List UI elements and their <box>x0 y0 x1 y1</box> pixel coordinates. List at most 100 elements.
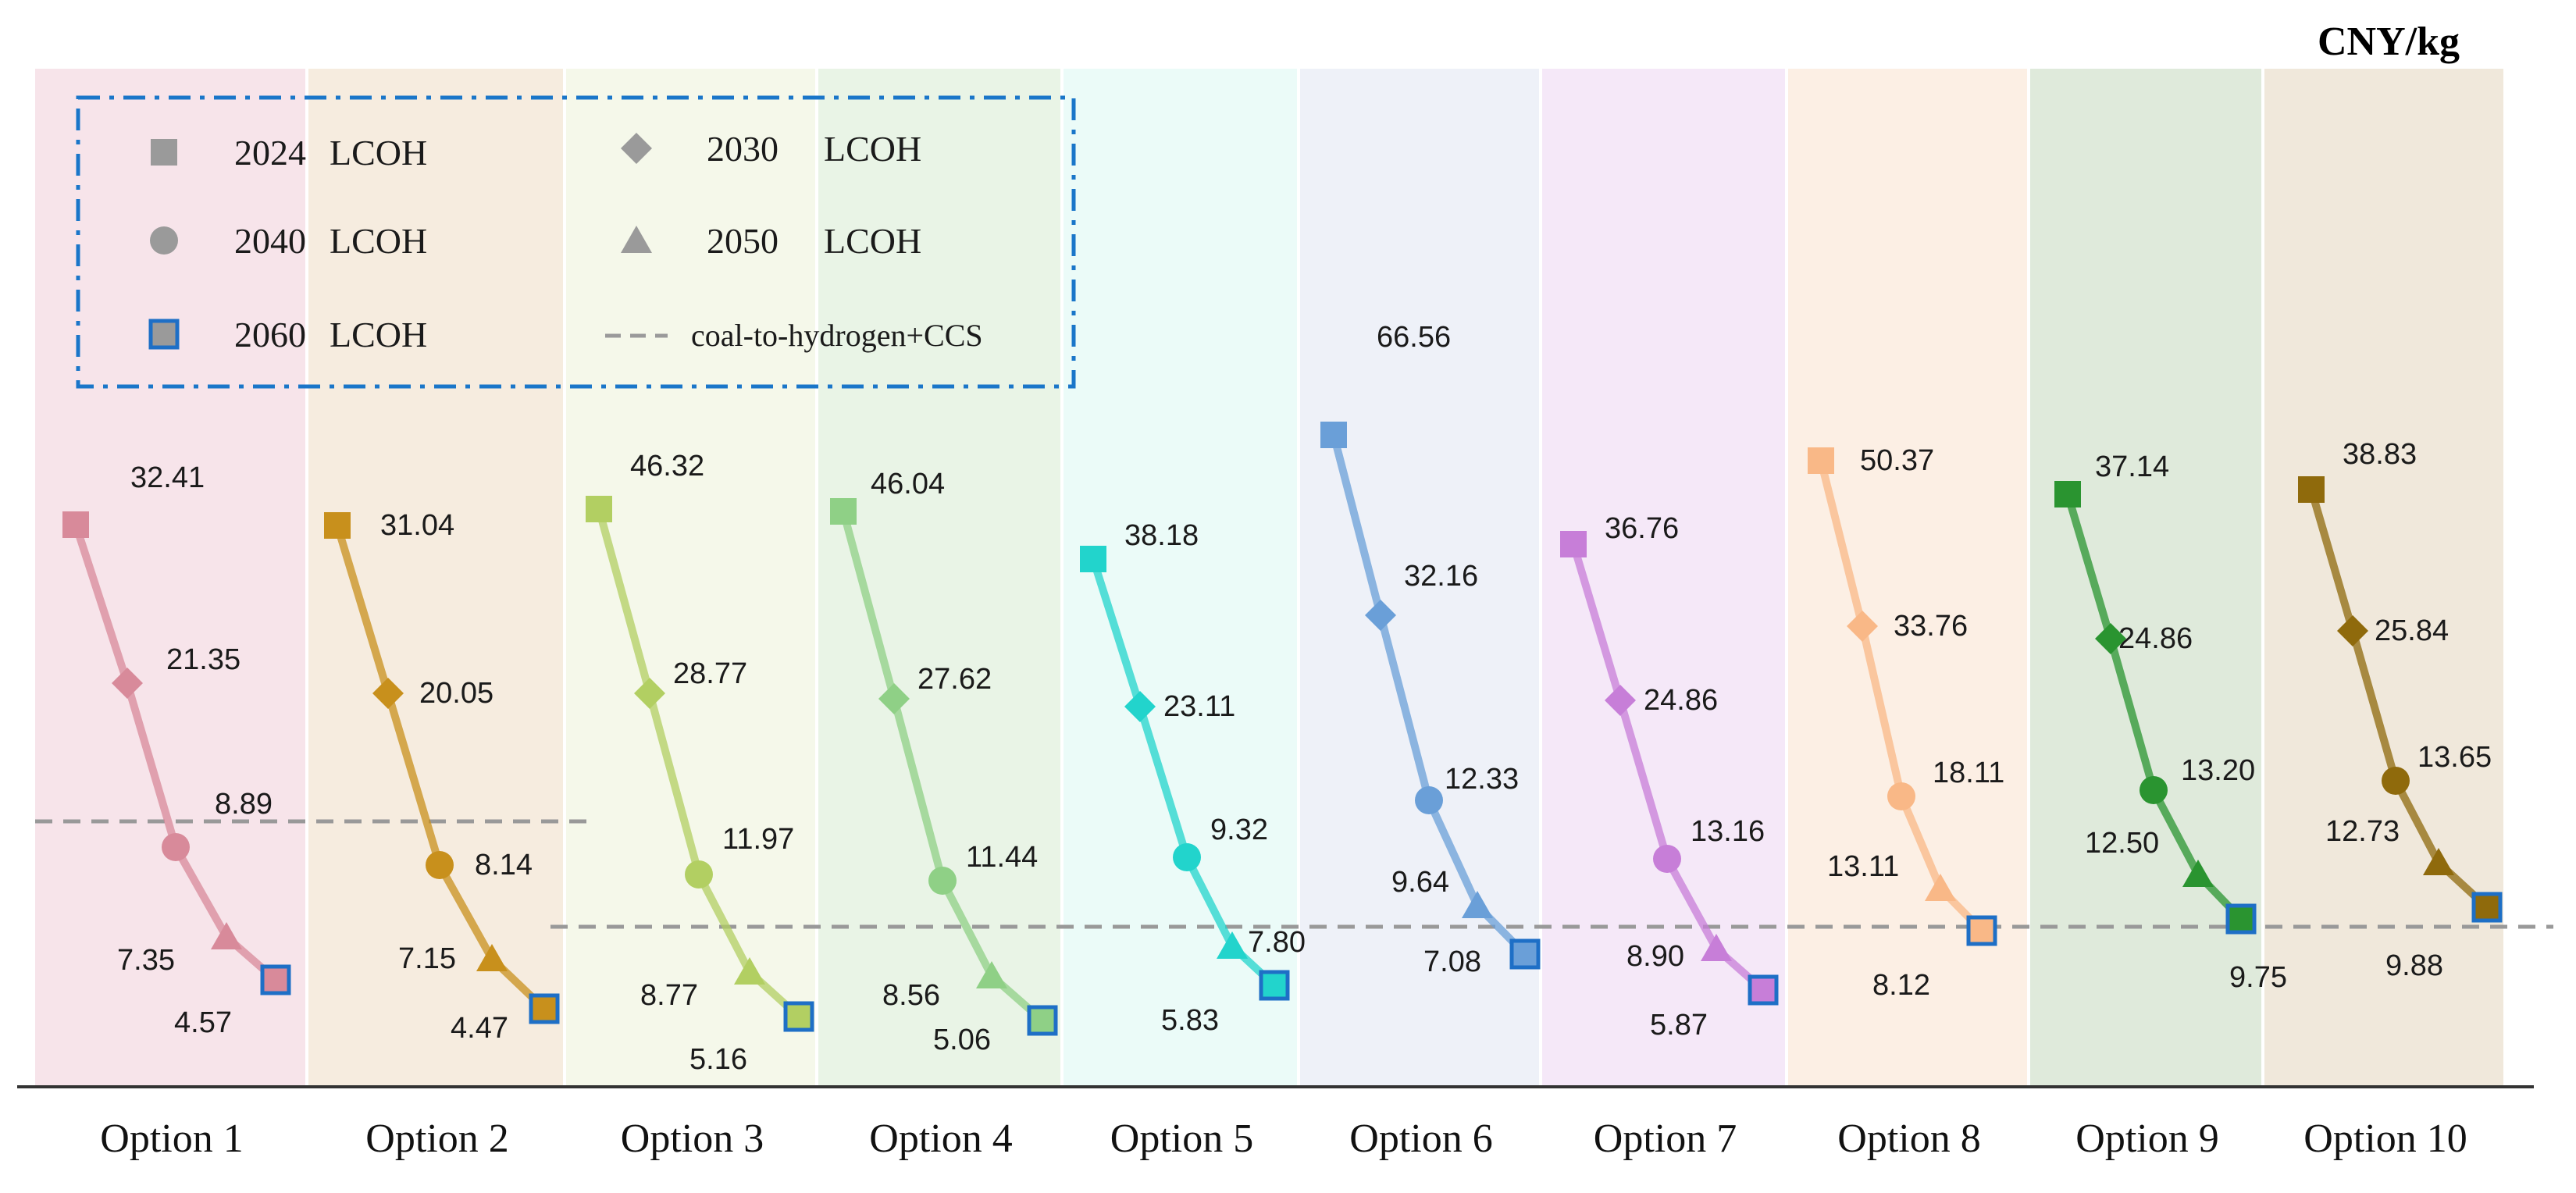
value-label-option-9-2024: 37.14 <box>2095 450 2169 483</box>
value-label-option-7-2050: 8.90 <box>1626 940 1684 973</box>
value-label-option-6-2040: 12.33 <box>1445 763 1519 796</box>
value-label-option-1-2050: 7.35 <box>117 944 175 977</box>
x-tick-label-option-1: Option 1 <box>100 1116 243 1161</box>
marker-option-10-2030 <box>2337 615 2368 646</box>
marker-option-4-2040 <box>928 867 957 895</box>
legend-marker-2060 <box>148 319 180 350</box>
x-tick-label-option-9: Option 9 <box>2075 1116 2218 1161</box>
band-option-7 <box>1542 69 1785 1085</box>
marker-option-8-2024 <box>1808 447 1834 474</box>
value-label-option-2-2040: 8.14 <box>475 849 533 881</box>
marker-option-6-2060 <box>1509 938 1541 970</box>
value-label-option-8-2040: 18.11 <box>1933 757 2004 789</box>
x-tick-label-option-3: Option 3 <box>621 1116 764 1161</box>
legend-label-2050: LCOH <box>824 221 921 261</box>
marker-option-5-2030 <box>1124 691 1156 722</box>
value-label-option-10-2060: 9.88 <box>2385 949 2443 982</box>
marker-option-1-2030 <box>112 668 143 699</box>
marker-option-2-2030 <box>372 678 404 709</box>
legend-label-2030: LCOH <box>824 129 921 169</box>
legend-year-2040: 2040 <box>234 221 306 261</box>
marker-option-3-2024 <box>586 496 612 522</box>
value-label-option-6-2060: 7.08 <box>1423 945 1481 978</box>
value-label-option-3-2060: 5.16 <box>689 1043 747 1076</box>
marker-option-7-2040 <box>1653 845 1681 873</box>
value-label-option-6-2050: 9.64 <box>1391 866 1449 899</box>
marker-option-10-2060 <box>2471 892 2503 923</box>
marker-option-2-2040 <box>426 851 454 879</box>
marker-option-8-2040 <box>1887 782 1915 810</box>
band-option-9 <box>2030 69 2261 1085</box>
value-label-option-3-2024: 46.32 <box>630 450 704 483</box>
value-label-option-10-2024: 38.83 <box>2343 438 2417 471</box>
value-label-option-3-2040: 11.97 <box>722 823 794 856</box>
value-label-option-8-2030: 33.76 <box>1894 610 1968 643</box>
legend-dashed-label: coal-to-hydrogen+CCS <box>691 318 983 353</box>
value-label-option-6-2024: 66.56 <box>1377 321 1451 354</box>
marker-option-7-2030 <box>1605 685 1636 716</box>
marker-option-3-2030 <box>634 678 665 709</box>
legend-marker-2024 <box>151 139 177 166</box>
marker-option-7-2050 <box>1701 934 1732 961</box>
marker-option-2-2050 <box>476 944 508 971</box>
marker-option-6-2040 <box>1415 786 1443 814</box>
x-tick-label-option-8: Option 8 <box>1837 1116 1980 1161</box>
value-label-option-7-2024: 36.76 <box>1605 512 1679 545</box>
value-label-option-4-2050: 8.56 <box>882 979 940 1012</box>
marker-option-4-2024 <box>830 498 857 525</box>
value-label-option-9-2050: 12.50 <box>2085 827 2159 860</box>
marker-option-5-2024 <box>1080 546 1106 572</box>
legend-marker-2030 <box>621 133 652 164</box>
marker-option-7-2024 <box>1560 531 1587 557</box>
value-label-option-8-2024: 50.37 <box>1860 444 1934 477</box>
marker-option-10-2050 <box>2423 848 2454 875</box>
x-tick-label-option-7: Option 7 <box>1594 1116 1737 1161</box>
marker-option-1-2040 <box>162 833 190 861</box>
marker-option-3-2060 <box>783 1001 814 1032</box>
value-label-option-5-2050: 7.80 <box>1248 926 1306 959</box>
value-label-option-4-2030: 27.62 <box>917 663 992 696</box>
legend-label-2024: LCOH <box>330 133 427 173</box>
marker-option-3-2040 <box>685 860 713 889</box>
value-label-option-7-2040: 13.16 <box>1691 815 1765 848</box>
value-label-option-8-2060: 8.12 <box>1872 969 1930 1002</box>
value-label-option-8-2050: 13.11 <box>1827 850 1899 883</box>
x-tick-label-option-10: Option 10 <box>2303 1116 2467 1161</box>
value-label-option-2-2060: 4.47 <box>451 1012 508 1045</box>
marker-option-5-2060 <box>1259 970 1290 1001</box>
legend-box <box>76 95 1076 389</box>
unit-label: CNY/kg <box>2318 20 2460 64</box>
band-option-10 <box>2264 69 2503 1085</box>
value-label-option-5-2024: 38.18 <box>1124 519 1199 552</box>
marker-option-4-2060 <box>1027 1005 1058 1036</box>
value-label-option-6-2030: 32.16 <box>1404 560 1478 593</box>
value-label-option-3-2050: 8.77 <box>640 979 698 1012</box>
value-label-option-5-2060: 5.83 <box>1161 1004 1219 1037</box>
value-label-option-9-2030: 24.86 <box>2118 622 2193 655</box>
value-label-option-5-2040: 9.32 <box>1210 814 1268 846</box>
value-label-option-9-2060: 9.75 <box>2229 961 2287 994</box>
value-label-option-4-2040: 11.44 <box>966 841 1038 874</box>
value-label-option-1-2030: 21.35 <box>166 643 240 676</box>
marker-option-9-2030 <box>2095 623 2126 654</box>
legend-year-2050: 2050 <box>707 221 779 261</box>
legend-label-2040: LCOH <box>330 221 427 261</box>
x-tick-label-option-2: Option 2 <box>365 1116 508 1161</box>
x-tick-label-option-4: Option 4 <box>869 1116 1012 1161</box>
value-label-option-7-2060: 5.87 <box>1650 1009 1708 1042</box>
marker-option-10-2024 <box>2298 476 2325 503</box>
marker-option-9-2050 <box>2182 860 2214 887</box>
band-option-6 <box>1300 69 1539 1085</box>
value-label-option-4-2060: 5.06 <box>933 1024 991 1056</box>
legend-marker-2040 <box>150 226 178 255</box>
marker-option-3-2050 <box>734 957 765 985</box>
marker-option-10-2040 <box>2382 767 2410 795</box>
marker-option-5-2050 <box>1217 931 1248 959</box>
value-label-option-7-2030: 24.86 <box>1644 684 1718 717</box>
marker-option-2-2024 <box>324 512 351 539</box>
value-label-option-1-2060: 4.57 <box>174 1006 232 1039</box>
marker-option-4-2050 <box>976 961 1007 988</box>
value-label-option-2-2050: 7.15 <box>398 942 456 975</box>
